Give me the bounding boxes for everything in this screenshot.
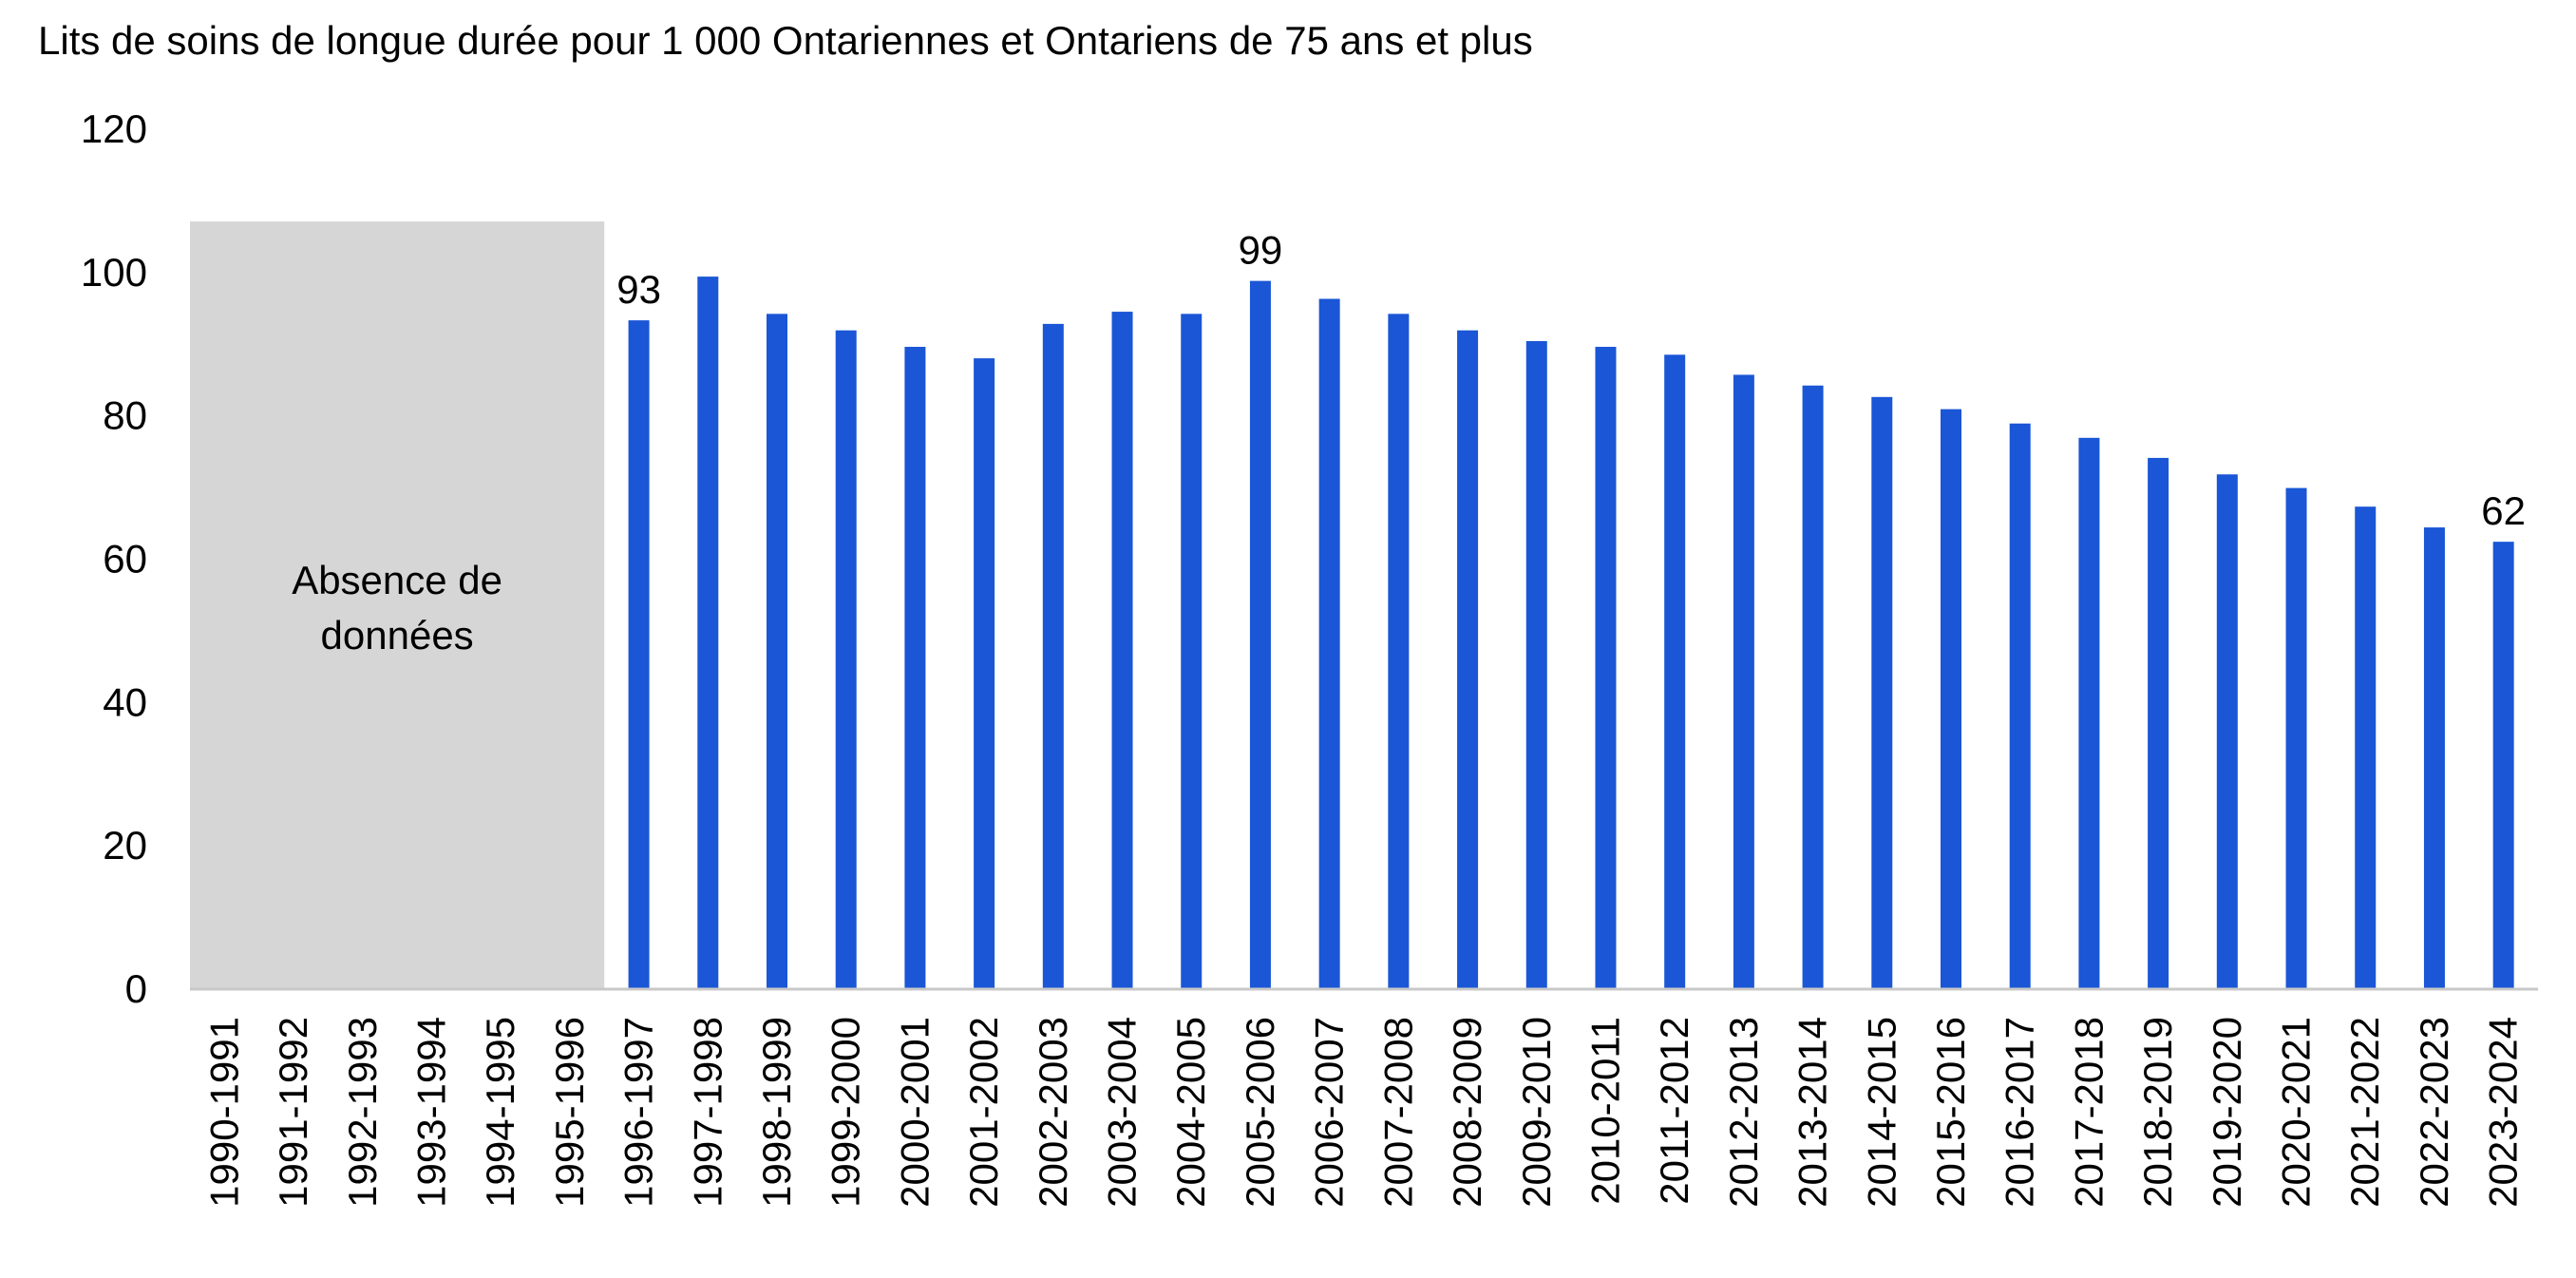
y-tick-label: 60: [103, 537, 147, 582]
bar: [974, 358, 995, 988]
bar: [2285, 487, 2307, 988]
x-tick-label: 1999-2000: [824, 1017, 868, 1208]
bar: [2148, 457, 2169, 989]
x-tick-label: 2002-2003: [1031, 1017, 1075, 1208]
x-tick-label: 1995-1996: [547, 1017, 592, 1208]
bar: [1525, 340, 1547, 988]
x-tick-label: 2015-2016: [1928, 1017, 1973, 1208]
x-tick-label: 2012-2013: [1721, 1017, 1766, 1208]
bar: [2216, 474, 2238, 988]
x-tick-label: 2010-2011: [1582, 1017, 1627, 1205]
no-data-label: données: [321, 613, 474, 658]
x-tick-label: 2017-2018: [2066, 1017, 2111, 1208]
x-tick-label: 2001-2002: [961, 1017, 1006, 1208]
no-data-shade: [190, 221, 605, 988]
x-tick-label: 2006-2007: [1307, 1017, 1352, 1208]
x-tick-label: 1997-1998: [685, 1017, 729, 1208]
y-tick-label: 20: [103, 823, 147, 868]
bar: [1318, 298, 1340, 988]
x-tick-label: 1990-1991: [201, 1017, 246, 1208]
x-tick-label: 2013-2014: [1790, 1017, 1835, 1208]
x-tick-label: 2022-2023: [2412, 1017, 2456, 1208]
x-tick-label: 1998-1999: [754, 1017, 799, 1208]
x-tick-label: 2003-2004: [1100, 1017, 1145, 1208]
bar: [697, 277, 719, 988]
x-tick-label: 2007-2008: [1375, 1017, 1420, 1208]
x-tick-label: 2021-2022: [2342, 1017, 2387, 1208]
y-tick-label: 100: [81, 250, 147, 295]
bar: [2078, 437, 2100, 988]
y-tick-label: 40: [103, 679, 147, 724]
bar: [2423, 527, 2445, 988]
bar: [2009, 423, 2031, 988]
data-label: 99: [1239, 228, 1283, 273]
bar: [1111, 312, 1133, 989]
data-label: 62: [2481, 488, 2526, 533]
x-tick-label: 2016-2017: [1998, 1017, 2042, 1208]
x-tick-label: 1991-1992: [271, 1017, 315, 1208]
bar: [904, 347, 926, 988]
bar: [1733, 374, 1754, 988]
x-tick-label: 1992-1993: [340, 1017, 385, 1208]
x-axis-labels: 1990-1991 1991-1992 1992-1993 1993-1994 1994…: [201, 1017, 2525, 1208]
no-data-region: Absence de données: [190, 221, 605, 988]
data-label: 93: [616, 267, 661, 312]
x-tick-label: 2000-2001: [892, 1017, 937, 1208]
bar: [835, 330, 857, 988]
data-labels: 93 99 62: [616, 228, 2526, 534]
bar: [1941, 409, 1961, 989]
bar: [1595, 347, 1617, 988]
x-tick-label: 2020-2021: [2274, 1017, 2319, 1208]
x-tick-label: 2011-2012: [1652, 1017, 1696, 1205]
bar: [767, 314, 787, 988]
bar: [1181, 314, 1203, 988]
x-tick-label: 2008-2009: [1445, 1017, 1489, 1208]
x-tick-label: 2018-2019: [2135, 1017, 2180, 1208]
y-axis: 0 20 40 60 80 100 120: [81, 106, 147, 1011]
bar: [1664, 354, 1686, 989]
x-tick-label: 2009-2010: [1514, 1017, 1559, 1208]
x-tick-label: 2005-2006: [1238, 1017, 1282, 1208]
y-tick-label: 0: [125, 966, 147, 1011]
bar: [1388, 314, 1410, 988]
no-data-label: Absence de: [292, 558, 502, 602]
bars: [628, 277, 2514, 989]
x-tick-label: 2023-2024: [2481, 1017, 2526, 1208]
x-tick-label: 1996-1997: [616, 1017, 661, 1208]
bar: [1249, 280, 1271, 988]
bar: [628, 320, 650, 988]
bar: [2355, 506, 2377, 988]
y-tick-label: 120: [81, 106, 147, 151]
y-tick-label: 80: [103, 393, 147, 438]
bar: [1802, 385, 1824, 988]
chart-title: Lits de soins de longue durée pour 1 000…: [38, 18, 1533, 63]
bar: [1457, 330, 1479, 988]
x-tick-label: 2019-2020: [2205, 1017, 2249, 1208]
x-tick-label: 2014-2015: [1859, 1017, 1904, 1208]
x-tick-label: 1994-1995: [478, 1017, 522, 1208]
x-tick-label: 1993-1994: [408, 1017, 453, 1208]
bar: [1042, 323, 1064, 988]
bar: [2492, 542, 2514, 988]
x-tick-label: 2004-2005: [1168, 1017, 1213, 1208]
bar: [1871, 396, 1893, 988]
